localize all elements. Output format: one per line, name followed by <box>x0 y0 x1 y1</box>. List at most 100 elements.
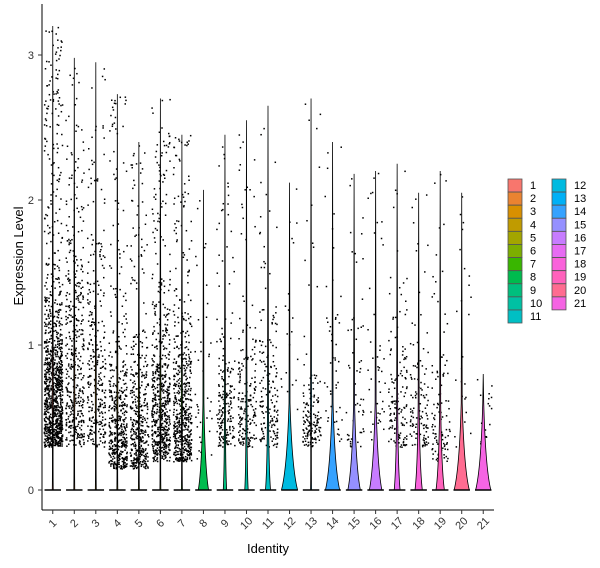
point <box>180 415 182 418</box>
point <box>50 429 52 431</box>
point <box>238 134 241 136</box>
point <box>90 367 93 370</box>
point <box>249 399 252 402</box>
point <box>168 386 170 389</box>
point <box>179 432 181 434</box>
point <box>168 438 171 441</box>
point <box>126 368 128 371</box>
point <box>135 343 137 346</box>
point <box>75 340 78 342</box>
point <box>136 214 138 216</box>
point <box>103 402 106 404</box>
point <box>109 395 111 398</box>
point <box>59 356 62 359</box>
point <box>155 449 157 451</box>
point <box>90 357 92 360</box>
point <box>57 166 60 169</box>
point <box>122 162 125 164</box>
point <box>239 434 241 437</box>
point <box>87 282 89 285</box>
point <box>92 403 94 406</box>
point <box>111 420 114 423</box>
point <box>178 347 180 350</box>
point <box>78 402 81 404</box>
point <box>239 370 241 373</box>
point <box>89 291 92 294</box>
point <box>186 144 188 147</box>
point <box>121 457 124 459</box>
point <box>351 178 353 180</box>
point <box>89 384 91 386</box>
point <box>70 411 72 413</box>
point <box>59 389 62 391</box>
point <box>46 423 48 426</box>
point <box>177 450 179 453</box>
point <box>156 161 158 164</box>
point <box>173 451 176 454</box>
point <box>156 365 159 368</box>
point <box>61 303 63 306</box>
point <box>242 331 244 333</box>
point <box>55 33 57 35</box>
point <box>56 374 58 377</box>
point <box>337 381 339 384</box>
point <box>276 395 279 398</box>
point <box>173 146 176 149</box>
point <box>122 431 125 433</box>
point <box>131 449 133 451</box>
point <box>75 270 78 272</box>
point <box>46 277 49 279</box>
point <box>184 413 186 416</box>
point <box>276 323 278 326</box>
point <box>88 406 90 409</box>
point <box>132 382 134 384</box>
point <box>307 433 309 436</box>
point <box>123 459 125 462</box>
point <box>426 418 429 420</box>
point <box>135 395 137 398</box>
point <box>244 189 246 191</box>
point <box>161 405 164 407</box>
point <box>69 396 71 398</box>
point <box>47 370 50 372</box>
point <box>178 421 181 424</box>
point <box>58 180 60 183</box>
point <box>156 411 158 413</box>
point <box>114 350 117 353</box>
point <box>99 423 102 426</box>
point <box>118 336 120 338</box>
point <box>335 316 337 319</box>
point <box>54 264 56 266</box>
point <box>404 170 406 173</box>
point <box>176 430 179 433</box>
point <box>135 449 138 451</box>
point <box>363 430 365 433</box>
point <box>402 441 405 443</box>
point <box>355 261 358 263</box>
point <box>103 267 105 269</box>
point <box>152 404 155 407</box>
point <box>417 243 419 245</box>
point <box>415 417 418 419</box>
point <box>177 457 179 460</box>
point <box>80 378 83 381</box>
point <box>60 423 62 425</box>
point <box>190 422 193 425</box>
point <box>414 396 417 399</box>
point <box>102 416 104 418</box>
point <box>189 134 192 137</box>
point <box>232 417 234 419</box>
point <box>187 281 189 284</box>
point <box>222 336 225 338</box>
point <box>181 453 184 456</box>
point <box>177 413 179 415</box>
point <box>208 355 210 358</box>
point <box>151 429 153 432</box>
point <box>161 440 163 442</box>
point <box>427 399 429 402</box>
point <box>122 458 125 461</box>
point <box>167 132 170 135</box>
point <box>175 418 178 421</box>
point <box>173 404 175 406</box>
point <box>231 385 233 387</box>
